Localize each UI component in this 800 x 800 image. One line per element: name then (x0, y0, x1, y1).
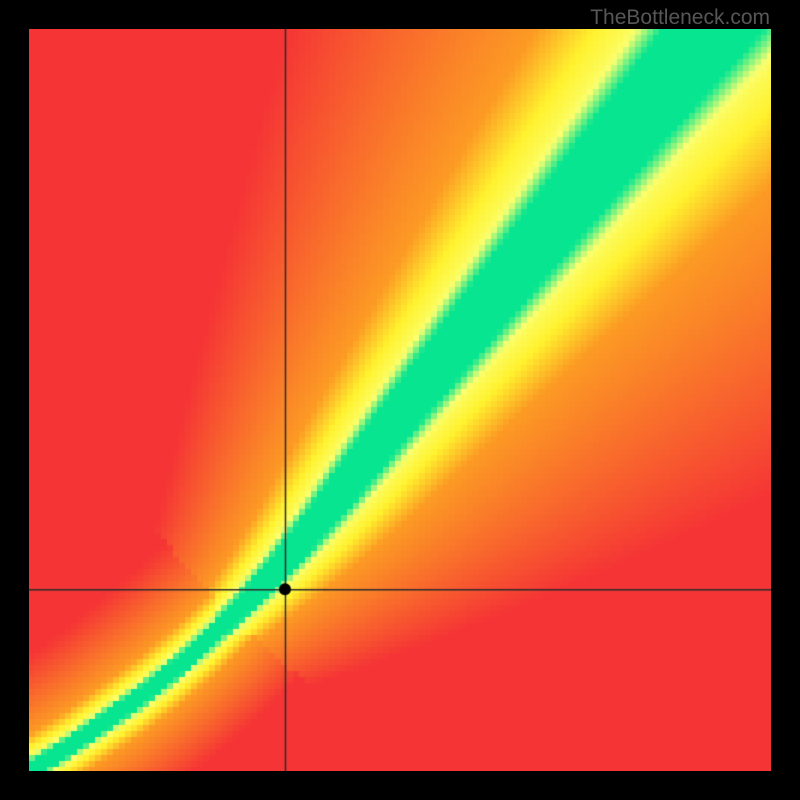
bottleneck-heatmap-chart (29, 29, 771, 771)
heatmap-canvas (29, 29, 771, 771)
watermark-text: TheBottleneck.com (590, 6, 770, 30)
